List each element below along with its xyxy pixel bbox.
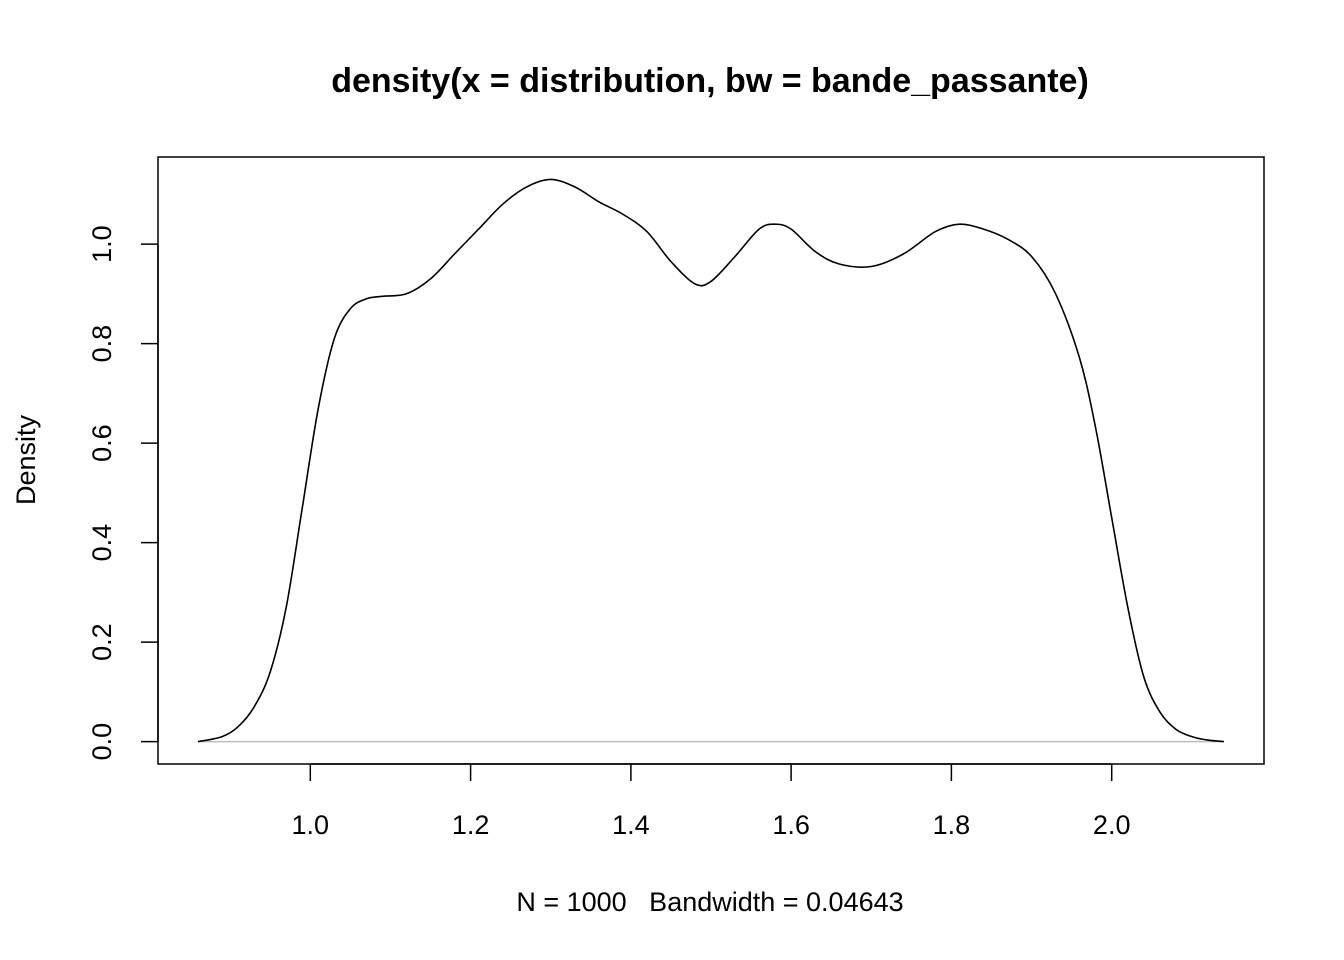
x-tick-label: 2.0 [1093,810,1131,840]
plot-frame [157,156,1265,765]
y-tick-label: 0.0 [87,723,117,761]
x-tick-label: 1.0 [292,810,330,840]
x-tick-label: 1.6 [772,810,810,840]
x-axis-label: N = 1000 Bandwidth = 0.04643 [516,887,903,917]
y-tick-label: 0.4 [87,524,117,562]
x-tick-label: 1.4 [612,810,650,840]
chart-title: density(x = distribution, bw = bande_pas… [331,62,1089,100]
y-axis-label: Density [11,414,41,505]
y-tick-label: 0.8 [87,325,117,363]
y-tick-label: 1.0 [87,225,117,263]
y-tick-label: 0.6 [87,424,117,462]
x-tick-label: 1.8 [933,810,971,840]
x-tick-label: 1.2 [452,810,490,840]
density-line [197,178,1224,743]
y-tick-label: 0.2 [87,623,117,661]
